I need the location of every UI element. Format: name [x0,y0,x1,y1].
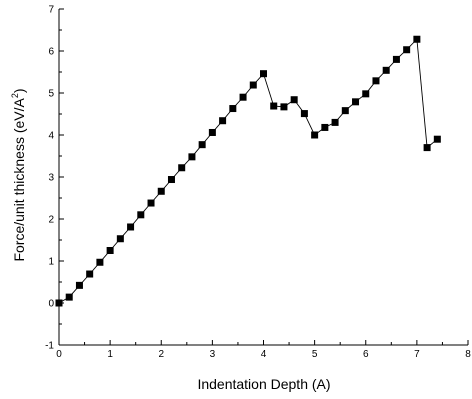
data-point [219,117,227,125]
data-point [167,176,175,184]
data-point [116,235,124,243]
chart-ticks [58,8,469,346]
data-point [413,35,421,43]
data-point [321,123,329,131]
data-point [157,187,165,195]
data-point [362,90,370,98]
y-tick-label: 4 [48,131,54,142]
data-point [331,118,339,126]
data-point [96,258,104,266]
y-tick-label: 6 [48,47,54,58]
x-tick-label: 8 [465,349,471,360]
data-point [178,164,186,172]
data-point [249,81,257,89]
x-tick-label: 2 [158,349,164,360]
x-tick-label: 1 [107,349,113,360]
series-line [58,38,438,304]
data-point [372,77,380,85]
data-point [311,131,319,139]
y-tick-label: 1 [48,257,54,268]
data-point [260,70,267,78]
x-tick-label: 3 [210,349,216,360]
data-point [208,128,216,136]
x-tick-label: 5 [312,349,318,360]
y-axis-title-main: Force/unit thickness (eV/A [11,97,27,261]
x-tick-label: 4 [261,349,267,360]
y-tick-label: 7 [48,5,54,16]
y-tick-label: 3 [48,173,54,184]
data-point [423,144,431,152]
data-point [382,66,390,74]
data-point [341,107,349,115]
x-tick-label: 7 [414,349,420,360]
data-point [188,153,196,161]
y-tick-label: -1 [45,341,54,352]
x-tick-label: 6 [363,349,369,360]
x-tick-label: 0 [56,349,62,360]
y-axis-title-close: ) [11,88,27,93]
data-point [65,293,73,301]
data-point [280,103,288,111]
data-point [239,93,247,101]
y-tick-label: 0 [48,299,54,310]
data-point [403,46,411,54]
x-axis-title: Indentation Depth (A) [197,376,330,392]
y-tick-label: 2 [48,215,54,226]
data-point [127,223,135,231]
data-point [290,96,298,104]
data-point [106,247,114,254]
data-point [229,105,237,113]
data-point [270,102,278,110]
data-point [86,270,94,278]
data-point [198,141,206,149]
y-tick-label: 5 [48,89,54,100]
data-point [300,110,308,118]
data-point [392,55,400,63]
y-axis-title-superscript: 2 [10,93,20,98]
data-point [75,281,83,289]
data-point [147,199,155,207]
chart-series [55,35,441,307]
data-point [137,211,145,219]
data-point [433,135,441,143]
chart-axes [58,9,468,346]
data-point [352,98,360,106]
y-axis-title: Force/unit thickness (eV/A2) [10,88,27,261]
data-point [55,299,63,307]
